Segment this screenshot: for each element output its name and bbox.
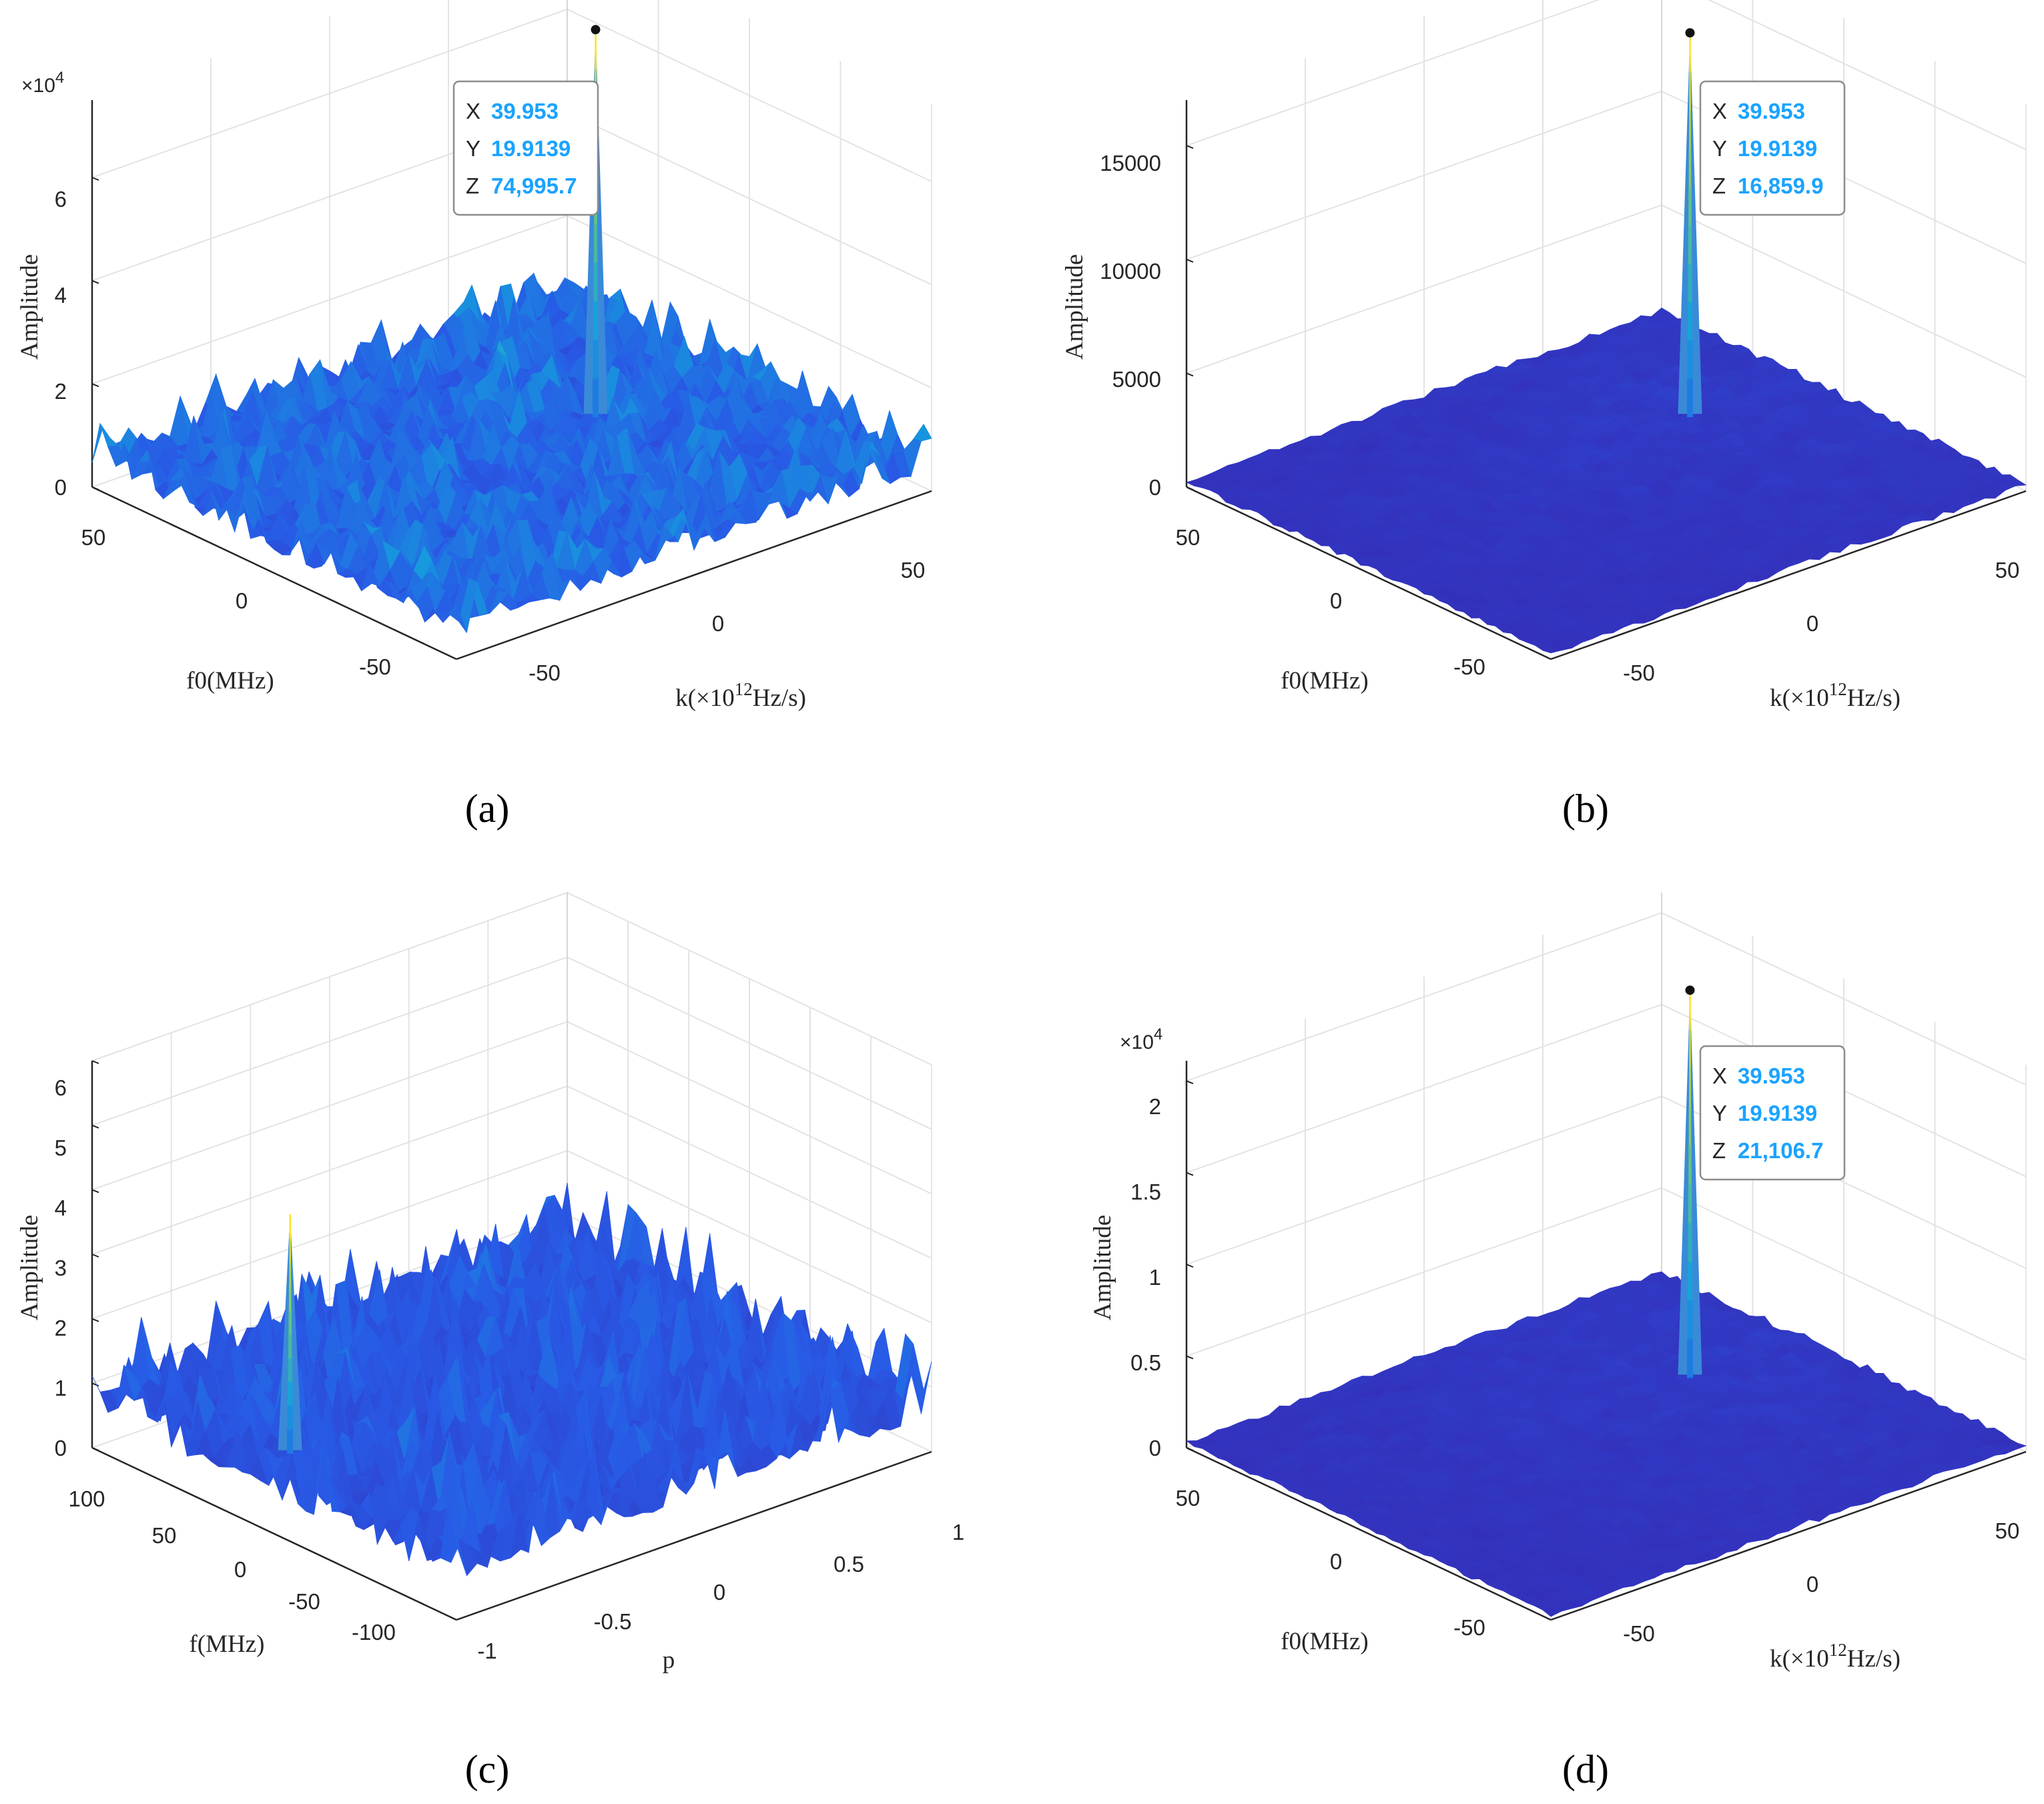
data-tip-y-value: 19.9139 (1738, 136, 1817, 161)
y-tick-label: 0 (1330, 588, 1342, 613)
chart-panel-a: 0 2 4 6 ×104 Amplitude 50 0 -50 f0(MHz) … (16, 0, 932, 831)
z-tick-label: 5000 (1112, 367, 1161, 392)
y-axis-line (91, 486, 457, 660)
z-tick-label: 15000 (1100, 151, 1161, 175)
z-tick-label: 6 (55, 187, 67, 211)
y-tick-label: 50 (1176, 525, 1201, 550)
x-tick-label: -50 (1623, 660, 1655, 685)
data-tip-y-key: Y (466, 136, 480, 161)
data-tip-z-value: 74,995.7 (491, 173, 577, 198)
peak-spike (593, 339, 599, 379)
z-tick-mark (91, 383, 99, 388)
z-tick-label: 0 (1149, 475, 1161, 500)
z-axis-label: Amplitude (16, 254, 43, 360)
data-tip-y-value: 19.9139 (491, 136, 571, 161)
data-tip-y-key: Y (1712, 136, 1727, 161)
data-tip-x-value: 39.953 (491, 99, 559, 123)
peak-spike (1688, 224, 1692, 264)
chart-panel-c: 0 1 2 3 4 5 6 Amplitude 100 50 0 -50 -10… (16, 891, 964, 1791)
x-tick-label: 0 (1806, 611, 1818, 636)
peak-spike (1687, 340, 1693, 379)
z-tick-label: 10000 (1100, 259, 1161, 284)
data-tip-x-value: 39.953 (1738, 99, 1805, 123)
y-tick-label: -50 (1453, 654, 1485, 679)
x-axis-label: k(×1012Hz/s) (1770, 679, 1901, 712)
y-tick-label: 0 (236, 588, 248, 613)
data-tip-marker (1685, 28, 1695, 38)
data-tip-z-value: 16,859.9 (1738, 173, 1823, 198)
figure-caption: (b) (1562, 787, 1609, 831)
data-tip-z-key: Z (1712, 173, 1726, 198)
z-tick-label: 0 (55, 475, 67, 500)
x-axis-label: k(×1012Hz/s) (675, 679, 806, 712)
y-tick-label: 50 (81, 525, 106, 550)
y-axis-label: f0(MHz) (186, 667, 274, 695)
peak-spike (1688, 263, 1692, 302)
peak-spike (593, 378, 599, 418)
x-tick-label: 0 (712, 611, 724, 636)
peak-spike (1687, 301, 1693, 341)
peak-spike (1689, 33, 1691, 72)
peak-spike (1688, 147, 1692, 187)
peak-spike (1689, 71, 1691, 111)
peak-spike (1688, 186, 1692, 226)
peak-spike (593, 300, 599, 340)
z-tick-mark (91, 280, 99, 284)
peak-spike (593, 262, 598, 302)
peak-spike (1687, 378, 1693, 418)
peak-spike (1689, 109, 1691, 149)
y-tick-label: -50 (359, 654, 391, 679)
data-tip-x-key: X (466, 99, 480, 123)
z-axis-label: Amplitude (1061, 254, 1088, 360)
chart-panel-b: 0 5000 10000 15000 Amplitude 50 0 -50 f0… (1061, 0, 2027, 831)
data-tip-z-key: Z (466, 173, 479, 198)
data-tip-x-key: X (1712, 99, 1727, 123)
z-axis-ticks: 0 2 4 6 (55, 187, 67, 500)
z-tick-label: 2 (55, 379, 67, 404)
data-tip-marker (591, 25, 601, 35)
data-tip[interactable]: X 39.953 Y 19.9139 Z 74,995.7 (452, 80, 599, 216)
y-axis-label: f0(MHz) (1281, 667, 1369, 695)
x-tick-label: 50 (1995, 558, 2020, 582)
x-tick-label: 50 (901, 558, 926, 582)
surface-plot (91, 25, 932, 634)
z-axis-ticks: 0 5000 10000 15000 (1100, 151, 1161, 500)
peak-spike (593, 223, 598, 263)
z-tick-mark (91, 177, 99, 181)
x-tick-label: -50 (529, 660, 561, 685)
figure-caption: (a) (465, 787, 510, 831)
x-axis-line (456, 490, 932, 660)
peak-spike (595, 29, 597, 69)
z-exponent-label: ×104 (21, 69, 64, 97)
data-tip[interactable]: X 39.953 Y 19.9139 Z 16,859.9 (1699, 80, 1846, 216)
z-tick-label: 4 (55, 283, 67, 308)
